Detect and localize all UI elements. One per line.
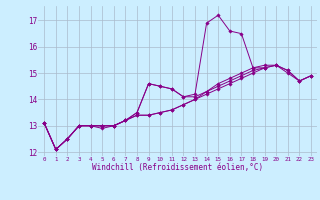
X-axis label: Windchill (Refroidissement éolien,°C): Windchill (Refroidissement éolien,°C) [92,163,263,172]
